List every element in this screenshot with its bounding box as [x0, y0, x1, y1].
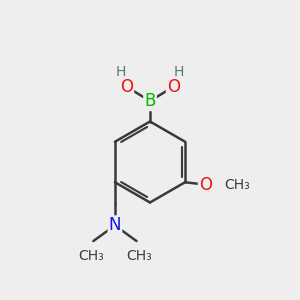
Text: H: H: [174, 65, 184, 79]
Text: CH₃: CH₃: [224, 178, 250, 192]
Text: B: B: [144, 92, 156, 110]
Text: N: N: [109, 216, 121, 235]
Text: CH₃: CH₃: [78, 249, 104, 263]
Text: CH₃: CH₃: [126, 249, 152, 263]
Text: H: H: [116, 65, 126, 79]
Text: O: O: [120, 78, 133, 96]
Text: O: O: [167, 78, 180, 96]
Text: O: O: [199, 176, 212, 194]
